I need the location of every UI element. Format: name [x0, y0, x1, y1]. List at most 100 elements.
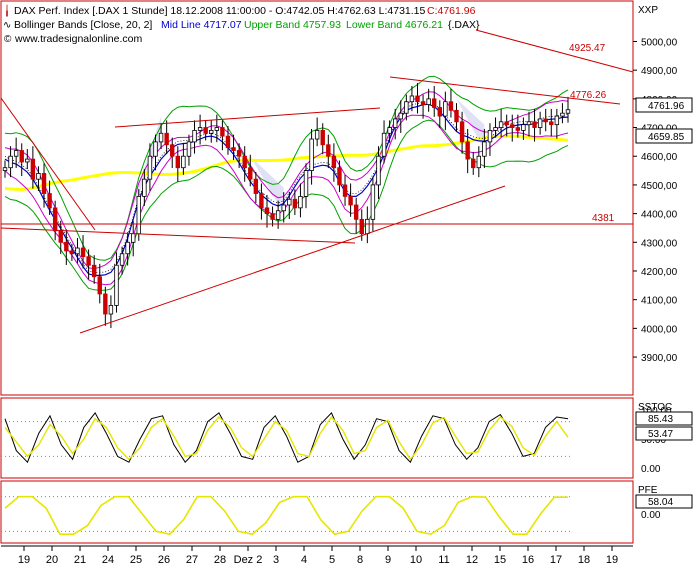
y-tick-label: 4600,00	[641, 152, 678, 163]
candle-body	[515, 127, 521, 131]
envelope-upper-line	[4, 91, 569, 270]
candle-body	[404, 101, 409, 114]
candle-body	[526, 121, 532, 126]
pfe-tick-label: 0.00	[641, 510, 661, 521]
candle-body	[532, 121, 537, 128]
candle-body	[131, 233, 136, 243]
candle-body	[264, 207, 270, 215]
candle-body	[181, 155, 186, 169]
x-tick-label: 3	[273, 554, 279, 566]
candle-body	[175, 155, 181, 169]
y-tick-label: 4400,00	[641, 210, 678, 221]
candle-body	[114, 264, 119, 306]
symbol-line: DAX Perf. Index [.DAX 1 Stunde] 18.12.20…	[14, 5, 426, 17]
x-tick-label: 10	[410, 554, 422, 566]
candle-body	[292, 198, 298, 209]
candle-body	[91, 264, 97, 278]
candle-body	[75, 247, 80, 255]
candle-body	[220, 127, 225, 137]
candle-body	[387, 127, 392, 134]
sstoc-d-line	[4, 415, 569, 461]
candle-body	[482, 141, 487, 157]
candle-body	[303, 170, 309, 197]
x-tick-label: 24	[102, 554, 114, 566]
candle-body	[448, 101, 454, 111]
candle-body	[510, 124, 515, 128]
pfe-value: 58.04	[648, 497, 673, 508]
mid-price-label-box	[635, 128, 693, 144]
candle-body	[326, 144, 331, 157]
x-tick-label: 16	[522, 554, 534, 566]
candle-body	[136, 195, 141, 235]
mid-line	[4, 103, 569, 276]
candle-body	[275, 210, 281, 220]
sstoc-panel-frame	[0, 397, 634, 479]
candle-body	[454, 109, 459, 123]
y-tick-label: 5000,00	[641, 37, 678, 48]
sstoc-value1-box	[635, 411, 693, 426]
candle-body	[119, 253, 125, 266]
falling-trend-line	[0, 97, 96, 231]
candle-body	[398, 112, 403, 120]
candle-body	[537, 118, 543, 128]
candle-body	[420, 101, 426, 105]
y-tick-label: 4100,00	[641, 296, 678, 307]
price-candles	[2, 83, 571, 329]
candle-body	[314, 130, 320, 140]
mid-line-label: Mid Line 4717.07	[161, 19, 242, 31]
main-axis-name: XXP	[638, 5, 658, 16]
candle-body	[231, 147, 236, 151]
candle-body	[409, 95, 415, 103]
lower-channel-line	[0, 227, 356, 244]
candle-body	[370, 184, 376, 220]
candle-body	[353, 204, 359, 220]
x-axis: 19 20 21 24 25 26 27 28 Dez 2 3 4 5 8 9 10 11 12 15 16 17 18…	[1, 545, 633, 566]
x-tick-label: 15	[494, 554, 506, 566]
mid-price-label: 4659.85	[648, 132, 685, 143]
candle-body	[186, 141, 192, 157]
x-tick-label: 20	[46, 554, 58, 566]
x-tick-label: Dez 2	[234, 554, 263, 566]
candle-body	[214, 127, 220, 131]
price-label: 4761.96	[648, 101, 685, 112]
x-tick-label: 26	[158, 554, 170, 566]
resistance-trend-line	[475, 29, 634, 73]
candle-body	[108, 305, 114, 315]
candle-body	[8, 155, 13, 169]
candle-body	[459, 121, 465, 143]
y-tick-label: 4000,00	[641, 324, 678, 335]
close-value: C:4761.96	[427, 5, 476, 17]
candle-body	[437, 107, 442, 117]
candle-body	[487, 130, 493, 143]
trend-lines	[0, 29, 634, 334]
x-tick-label: 18	[578, 554, 590, 566]
x-tick-label: 25	[130, 554, 142, 566]
candle-body	[309, 138, 314, 171]
website-label: www.tradesignalonline.com	[14, 33, 142, 45]
y-tick-label: 4500,00	[641, 181, 678, 192]
bollinger-label: Bollinger Bands [Close, 20, 2]	[14, 19, 152, 31]
pfe-series	[1, 495, 570, 536]
x-tick-label: 19	[606, 554, 618, 566]
candle-body	[58, 230, 63, 243]
candle-body	[147, 155, 153, 180]
candle-body	[36, 173, 41, 180]
candle-body	[41, 173, 47, 194]
candle-body	[392, 118, 398, 128]
x-tick-label: 28	[214, 554, 226, 566]
candle-body	[560, 112, 565, 117]
candle-body	[142, 178, 147, 197]
candle-body	[203, 127, 208, 134]
candle-body	[259, 193, 264, 209]
candle-body	[253, 178, 259, 194]
candle-body	[97, 276, 102, 295]
y-tick-label: 3900,00	[641, 353, 678, 364]
sstoc-value2-box	[635, 426, 693, 441]
x-tick-label: 8	[357, 554, 363, 566]
candle-body	[493, 127, 498, 131]
candle-body	[209, 130, 214, 134]
upper-trend-label: 4776.26	[570, 90, 607, 101]
x-tick-label: 21	[74, 554, 86, 566]
x-tick-label: 4	[301, 554, 307, 566]
candle-body	[348, 195, 353, 206]
